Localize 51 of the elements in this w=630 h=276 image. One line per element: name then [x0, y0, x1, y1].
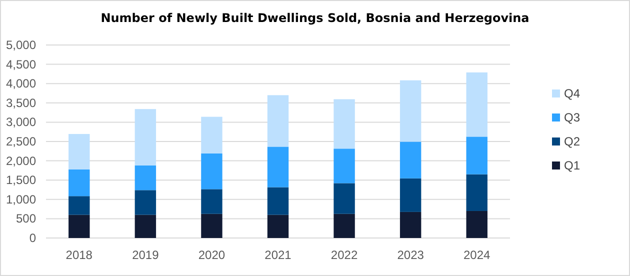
y-tick-label: 3,500 — [6, 96, 36, 110]
x-tick-label: 2022 — [330, 248, 358, 262]
bar — [267, 146, 289, 188]
legend-label: Q4 — [564, 86, 580, 100]
y-tick-label: 500 — [16, 212, 36, 226]
bar — [400, 178, 422, 212]
chart-title: Number of Newly Built Dwellings Sold, Bosnia and Herzegovina — [100, 11, 530, 25]
bar — [201, 189, 222, 214]
legend-label: Q1 — [564, 158, 580, 172]
bar — [201, 116, 222, 154]
bar — [334, 183, 355, 214]
bar — [334, 214, 355, 238]
bar — [466, 136, 488, 174]
bar — [334, 99, 355, 149]
x-tick-label: 2019 — [132, 248, 160, 262]
x-tick-label: 2023 — [397, 248, 424, 262]
bar — [400, 80, 422, 142]
bar — [466, 210, 488, 238]
bar — [201, 214, 222, 238]
bar — [400, 212, 422, 238]
bar — [400, 142, 422, 178]
y-tick-label: 5,000 — [6, 38, 36, 52]
bar — [267, 214, 289, 238]
x-tick-label: 2024 — [464, 248, 491, 262]
y-tick-label: 4,500 — [6, 57, 36, 72]
bar — [68, 134, 90, 170]
bar — [267, 95, 289, 147]
legend-label: Q2 — [564, 134, 580, 148]
x-tick-label: 2020 — [198, 248, 226, 262]
y-tick-label: 3,000 — [6, 115, 36, 130]
bar — [134, 109, 156, 166]
bar — [68, 214, 90, 238]
y-tick-label: 2,500 — [6, 134, 36, 148]
bar — [68, 169, 90, 196]
y-tick-label: 2,000 — [6, 154, 36, 168]
y-tick-label: 1,000 — [6, 192, 36, 206]
x-tick-label: 2018 — [66, 248, 93, 262]
y-tick-label: 4,000 — [6, 76, 36, 91]
bar — [267, 187, 289, 215]
bar — [466, 174, 488, 211]
legend-label: Q3 — [564, 110, 580, 124]
bar — [466, 72, 488, 137]
bar — [334, 148, 355, 184]
x-tick-label: 2021 — [264, 248, 292, 262]
y-tick-label: 1,500 — [6, 173, 36, 188]
y-tick-label: 0 — [29, 231, 36, 245]
bar — [68, 196, 90, 215]
bar — [134, 190, 156, 215]
bar — [134, 214, 156, 238]
bar — [201, 153, 222, 190]
bar — [134, 165, 156, 190]
